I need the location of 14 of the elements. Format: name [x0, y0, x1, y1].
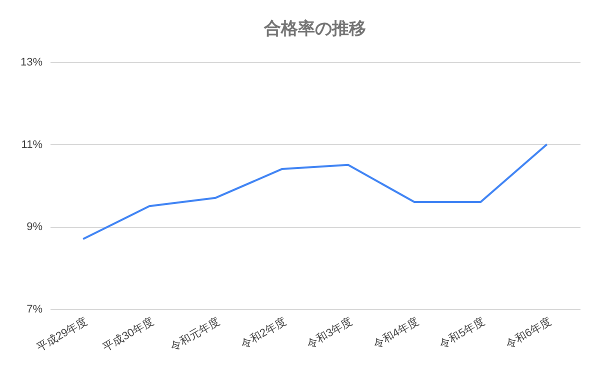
x-tick-label: 令和2年度: [238, 314, 288, 351]
chart-title: 合格率の推移: [263, 19, 366, 38]
y-tick-label: 7%: [26, 304, 43, 316]
y-tick-label: 11%: [21, 138, 43, 151]
x-tick-label: 令和6年度: [503, 314, 554, 351]
y-tick-label: 13%: [20, 56, 43, 68]
x-tick-label: 令和4年度: [370, 314, 421, 351]
x-tick-label: 平成29年度: [34, 314, 90, 354]
y-tick-label: 9%: [26, 221, 43, 234]
x-tick-label: 令和5年度: [437, 314, 488, 351]
line-series: [82, 143, 548, 240]
x-tick-label: 令和3年度: [304, 314, 355, 351]
x-tick-label: 平成30年度: [100, 314, 156, 354]
x-tick-label: 令和元年度: [168, 314, 222, 354]
